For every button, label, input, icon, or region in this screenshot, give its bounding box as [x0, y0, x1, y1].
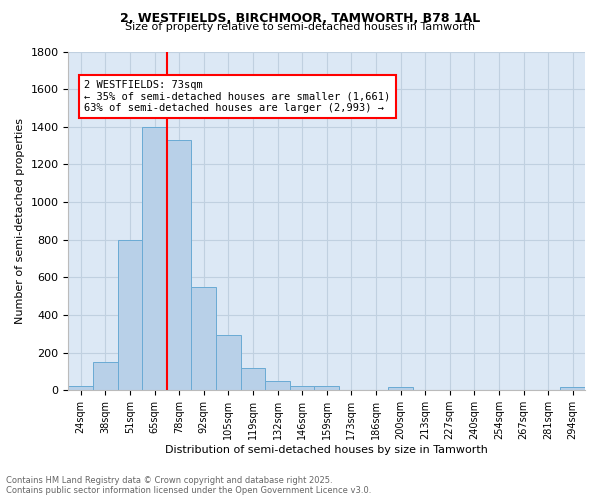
Y-axis label: Number of semi-detached properties: Number of semi-detached properties: [15, 118, 25, 324]
Bar: [241, 368, 265, 390]
Text: Contains HM Land Registry data © Crown copyright and database right 2025.
Contai: Contains HM Land Registry data © Crown c…: [6, 476, 371, 495]
Text: 2, WESTFIELDS, BIRCHMOOR, TAMWORTH, B78 1AL: 2, WESTFIELDS, BIRCHMOOR, TAMWORTH, B78 …: [120, 12, 480, 26]
Bar: [191, 286, 216, 390]
Text: Size of property relative to semi-detached houses in Tamworth: Size of property relative to semi-detach…: [125, 22, 475, 32]
Bar: [216, 334, 241, 390]
Bar: [142, 127, 167, 390]
Bar: [93, 362, 118, 390]
Bar: [167, 140, 191, 390]
X-axis label: Distribution of semi-detached houses by size in Tamworth: Distribution of semi-detached houses by …: [165, 445, 488, 455]
Bar: [560, 388, 585, 390]
Bar: [265, 381, 290, 390]
Bar: [290, 386, 314, 390]
Bar: [388, 388, 413, 390]
Bar: [118, 240, 142, 390]
Bar: [314, 386, 339, 390]
Text: 2 WESTFIELDS: 73sqm
← 35% of semi-detached houses are smaller (1,661)
63% of sem: 2 WESTFIELDS: 73sqm ← 35% of semi-detach…: [85, 80, 391, 113]
Bar: [68, 386, 93, 390]
